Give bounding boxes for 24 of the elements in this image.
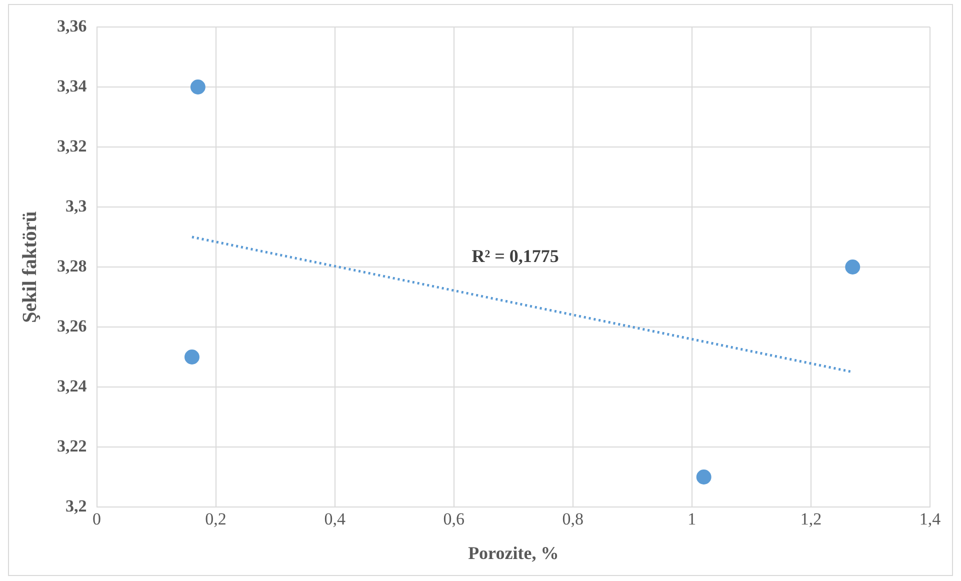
point (696, 470, 712, 484)
x-tick-label: 0,6 (443, 510, 464, 529)
y-axis-title: Şekil faktörü (19, 211, 42, 323)
x-tick-label: 1 (688, 510, 696, 529)
x-tick-label: 0,2 (205, 510, 226, 529)
y-tick-label: 3,3 (66, 196, 87, 216)
annotation: R² = 0,1775 (472, 246, 559, 266)
x-tick-label: 0,4 (324, 510, 346, 529)
point (184, 350, 200, 364)
y-tick-label: 3,34 (57, 76, 88, 96)
y-tick-label: 3,22 (57, 436, 87, 456)
x-axis-title: Porozite, % (468, 542, 559, 563)
y-tick-label: 3,24 (57, 376, 88, 396)
x-tick-label: 1,2 (800, 510, 822, 529)
x-tick-label: 1,4 (919, 510, 942, 529)
y-tick-label: 3,26 (57, 316, 87, 336)
y-tick-label: 3,28 (57, 256, 87, 276)
y-tick-label: 3,36 (57, 16, 87, 36)
y-tick-label: 3,32 (57, 136, 87, 156)
x-tick-label: 0 (92, 510, 101, 529)
x-tick-label: 0,8 (562, 510, 584, 529)
point (845, 260, 860, 274)
point (190, 80, 206, 94)
y-tick-label: 3,2 (66, 496, 87, 516)
